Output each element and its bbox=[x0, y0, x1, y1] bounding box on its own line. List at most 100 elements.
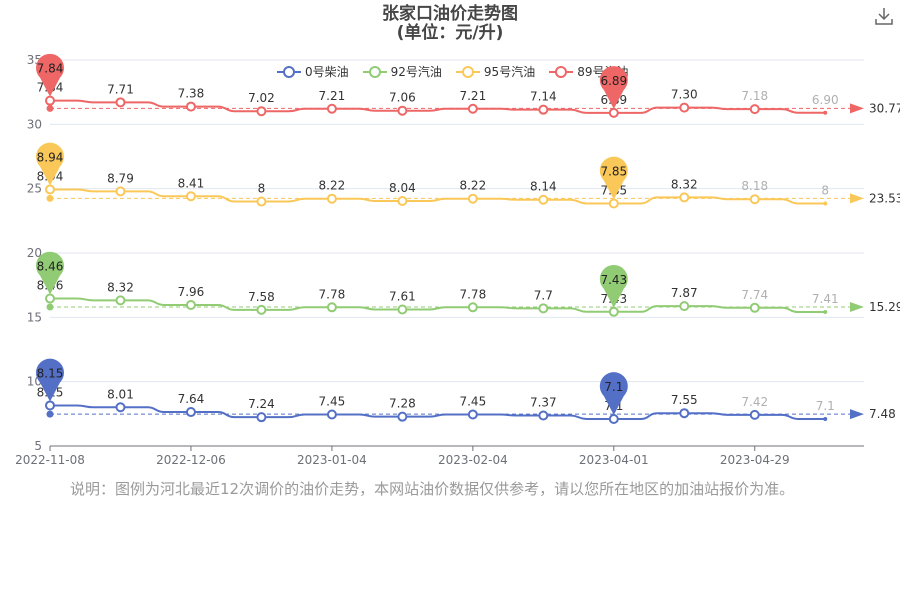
data-point[interactable] bbox=[115, 295, 126, 306]
legend-item-diesel0[interactable]: 0号柴油 bbox=[277, 63, 349, 80]
data-label: 7.7 bbox=[534, 288, 553, 302]
x-tick-label: 2022-11-08 bbox=[15, 453, 85, 467]
legend-swatch bbox=[549, 65, 574, 78]
min-pin bbox=[599, 156, 628, 200]
data-point[interactable] bbox=[185, 101, 196, 112]
y-tick-label: 30 bbox=[27, 117, 42, 131]
data-point[interactable] bbox=[256, 412, 267, 423]
series-gas89: 30.77 7.84 7.71 7.38 7.02 7.21 7.06 7.21 7.14 6.8… bbox=[36, 53, 900, 118]
max-pin bbox=[36, 53, 64, 97]
data-point[interactable] bbox=[115, 186, 126, 197]
data-point[interactable] bbox=[608, 413, 619, 424]
y-tick-label: 25 bbox=[27, 182, 42, 196]
data-point[interactable] bbox=[397, 196, 408, 207]
legend-label: 95号汽油 bbox=[483, 65, 536, 79]
data-label: 8.32 bbox=[671, 177, 698, 191]
legend-swatch bbox=[362, 65, 387, 78]
data-point[interactable] bbox=[608, 306, 619, 317]
legend-label: 0号柴油 bbox=[305, 65, 349, 79]
max-pin-label: 7.84 bbox=[37, 62, 64, 76]
chart-title: 张家口油价走势图 bbox=[382, 4, 518, 24]
x-tick-label: 2023-04-01 bbox=[579, 453, 649, 467]
data-point[interactable] bbox=[326, 193, 337, 204]
average-arrow bbox=[850, 103, 864, 114]
data-point[interactable] bbox=[749, 104, 760, 115]
data-label: 7.78 bbox=[459, 287, 486, 301]
data-point[interactable] bbox=[326, 409, 337, 420]
series-line bbox=[50, 404, 826, 420]
data-label: 8.41 bbox=[178, 176, 205, 190]
data-point[interactable] bbox=[608, 107, 619, 118]
chart-title-block: 张家口油价走势图 (单位：元/升) bbox=[0, 4, 900, 42]
data-point[interactable] bbox=[749, 409, 760, 420]
data-point[interactable] bbox=[185, 407, 196, 418]
data-point[interactable] bbox=[467, 103, 478, 114]
series-line bbox=[50, 188, 826, 205]
data-label: 8.04 bbox=[389, 181, 416, 195]
data-point[interactable] bbox=[256, 106, 267, 117]
data-point[interactable] bbox=[256, 304, 267, 315]
average-label: 15.29 bbox=[869, 300, 900, 314]
min-pin bbox=[599, 265, 628, 308]
data-point[interactable] bbox=[115, 402, 126, 413]
y-tick-label: 20 bbox=[27, 246, 42, 260]
data-label: 8.79 bbox=[107, 171, 134, 185]
data-point[interactable] bbox=[749, 194, 760, 205]
data-point[interactable] bbox=[467, 409, 478, 420]
data-point[interactable] bbox=[823, 416, 828, 421]
data-point[interactable] bbox=[45, 95, 55, 106]
data-point[interactable] bbox=[397, 105, 408, 116]
data-point[interactable] bbox=[326, 103, 337, 114]
data-point[interactable] bbox=[185, 191, 196, 202]
data-point[interactable] bbox=[679, 102, 690, 113]
data-label: 7.21 bbox=[319, 89, 346, 103]
data-point[interactable] bbox=[185, 299, 196, 310]
average-label: 23.53 bbox=[869, 191, 900, 205]
data-point[interactable] bbox=[608, 198, 619, 209]
data-point[interactable] bbox=[679, 301, 690, 312]
series-line bbox=[50, 297, 826, 314]
data-point[interactable] bbox=[538, 410, 549, 421]
data-point[interactable] bbox=[538, 194, 549, 205]
min-pin-label: 7.85 bbox=[600, 164, 627, 178]
data-point[interactable] bbox=[397, 411, 408, 422]
data-point[interactable] bbox=[397, 304, 408, 315]
series-gas92: 15.29 8.46 8.32 7.96 7.58 7.78 7.61 7.78 7.7 7.43… bbox=[36, 251, 900, 317]
data-point[interactable] bbox=[823, 201, 828, 206]
data-point[interactable] bbox=[538, 303, 549, 314]
data-point[interactable] bbox=[326, 302, 337, 313]
data-label: 7.87 bbox=[671, 286, 698, 300]
data-point[interactable] bbox=[256, 196, 267, 207]
average-arrow bbox=[850, 193, 864, 204]
data-point[interactable] bbox=[45, 400, 55, 411]
data-label: 7.06 bbox=[389, 91, 416, 105]
max-pin bbox=[36, 142, 65, 186]
data-point[interactable] bbox=[45, 293, 55, 304]
x-tick-label: 2022-12-06 bbox=[156, 453, 226, 467]
data-point[interactable] bbox=[679, 408, 690, 419]
download-icon[interactable] bbox=[874, 6, 894, 26]
chart-subtitle: (单位：元/升) bbox=[396, 23, 504, 43]
data-label: 7.61 bbox=[389, 289, 416, 303]
data-point[interactable] bbox=[749, 302, 760, 313]
legend-item-gas95[interactable]: 95号汽油 bbox=[455, 63, 536, 80]
data-point[interactable] bbox=[115, 97, 126, 108]
legend-item-gas92[interactable]: 92号汽油 bbox=[362, 63, 442, 80]
min-pin-label: 7.43 bbox=[600, 273, 627, 287]
data-point[interactable] bbox=[679, 192, 690, 203]
max-pin-label: 8.15 bbox=[37, 366, 64, 380]
data-point[interactable] bbox=[45, 184, 55, 195]
data-point[interactable] bbox=[467, 302, 478, 313]
data-point[interactable] bbox=[823, 310, 828, 315]
data-point[interactable] bbox=[823, 110, 828, 115]
data-point[interactable] bbox=[467, 193, 478, 204]
data-label: 7.21 bbox=[459, 89, 486, 103]
average-start-marker bbox=[46, 104, 54, 112]
data-label: 8.22 bbox=[319, 179, 346, 193]
data-label: 8 bbox=[258, 182, 266, 196]
data-label: 7.37 bbox=[530, 396, 557, 410]
max-pin bbox=[36, 251, 65, 295]
legend-swatch bbox=[455, 65, 480, 78]
data-label: 7.96 bbox=[178, 285, 205, 299]
data-point[interactable] bbox=[538, 104, 549, 115]
